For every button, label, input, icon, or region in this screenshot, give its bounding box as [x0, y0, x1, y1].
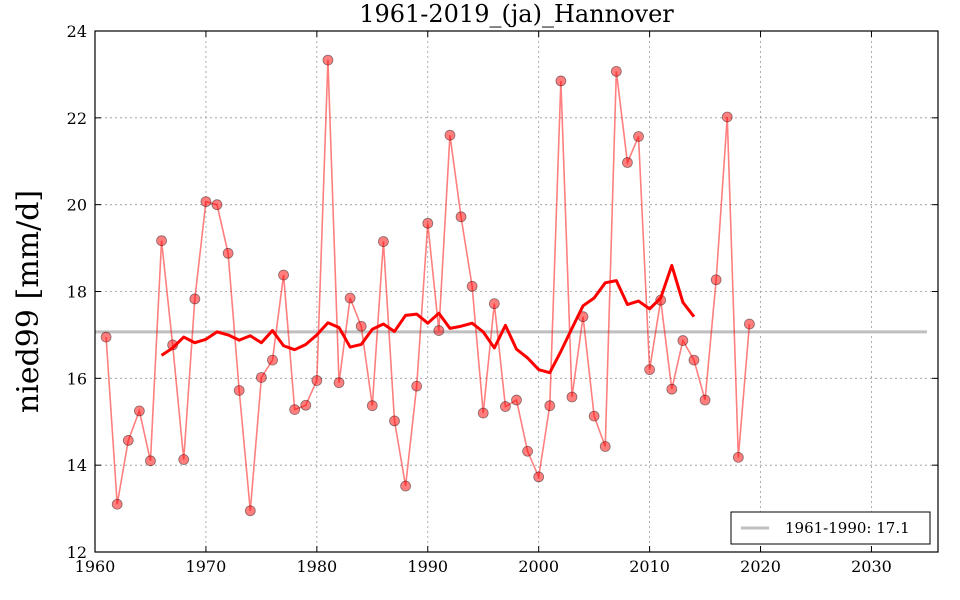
data-point — [444, 129, 456, 141]
data-point — [411, 380, 423, 392]
data-point — [721, 111, 733, 123]
y-tick-label: 18 — [67, 283, 87, 302]
data-point — [677, 335, 689, 346]
x-tick-label: 1960 — [75, 557, 116, 576]
x-tick-label: 1970 — [186, 557, 227, 576]
data-point — [255, 372, 267, 383]
data-point — [300, 399, 312, 411]
data-point — [477, 407, 489, 419]
x-tick-label: 2030 — [851, 557, 892, 576]
data-point — [588, 410, 600, 422]
data-point — [555, 75, 567, 87]
x-tick-label: 1990 — [407, 557, 448, 576]
annual-values-layer — [100, 54, 755, 517]
chart-title: 1961-2019_(ja)_Hannover — [359, 0, 674, 28]
data-point — [666, 383, 678, 395]
data-point — [377, 236, 389, 247]
legend: 1961-1990: 17.1 — [730, 511, 931, 545]
x-tick-label: 2020 — [740, 557, 781, 576]
data-point — [433, 325, 445, 336]
data-point — [156, 235, 167, 247]
data-point — [178, 454, 190, 465]
data-point — [366, 400, 378, 412]
data-point — [133, 405, 145, 417]
data-point — [544, 400, 556, 412]
y-tick-label: 22 — [67, 109, 87, 128]
data-point — [189, 293, 201, 305]
y-tick-label: 12 — [67, 543, 87, 562]
data-point — [622, 157, 633, 168]
data-point — [222, 247, 234, 259]
data-point — [322, 54, 334, 66]
y-tick-label: 24 — [67, 22, 87, 41]
data-point — [200, 196, 212, 208]
data-point — [145, 455, 156, 467]
data-point — [599, 441, 611, 452]
data-point — [389, 415, 400, 427]
data-point — [522, 445, 533, 457]
data-point — [533, 471, 545, 483]
data-point — [233, 385, 245, 396]
data-point — [688, 354, 700, 366]
y-tick-label: 20 — [67, 196, 87, 215]
data-point — [566, 391, 578, 403]
moving-average-layer — [160, 263, 696, 375]
data-point — [744, 318, 755, 330]
data-point — [732, 451, 744, 463]
data-point — [333, 377, 345, 389]
data-point — [400, 480, 411, 492]
data-point — [511, 394, 522, 406]
data-point — [466, 280, 478, 292]
data-point — [455, 211, 467, 223]
data-point — [355, 320, 367, 332]
data-point — [644, 364, 656, 376]
y-axis-label: nied99 [mm/d] — [11, 190, 46, 413]
data-point — [500, 401, 511, 412]
y-tick-label: 14 — [67, 456, 87, 475]
y-tick-label: 16 — [67, 369, 87, 388]
data-point — [699, 394, 711, 406]
data-point — [267, 354, 278, 366]
data-point — [488, 298, 500, 310]
data-point — [610, 65, 622, 77]
data-point — [633, 131, 644, 142]
data-point — [710, 274, 722, 286]
data-point — [344, 292, 356, 304]
data-point — [100, 331, 112, 343]
x-tick-label: 2000 — [518, 557, 559, 576]
data-point — [111, 498, 123, 510]
data-point — [289, 404, 301, 415]
data-point — [211, 199, 223, 211]
data-point — [311, 375, 323, 386]
moving-average-line — [160, 263, 696, 375]
data-point — [122, 435, 134, 446]
data-point — [278, 269, 289, 281]
data-point — [244, 505, 256, 517]
data-point — [422, 217, 434, 229]
x-tick-label: 1980 — [296, 557, 337, 576]
axis-ticks: 1960 1970 1980 1990 2000 2010 2020 2030 12 14 16 18… — [67, 22, 938, 576]
legend-label: 1961-1990: 17.1 — [785, 519, 910, 537]
grid-lines — [94, 30, 938, 553]
x-tick-label: 2010 — [629, 557, 670, 576]
